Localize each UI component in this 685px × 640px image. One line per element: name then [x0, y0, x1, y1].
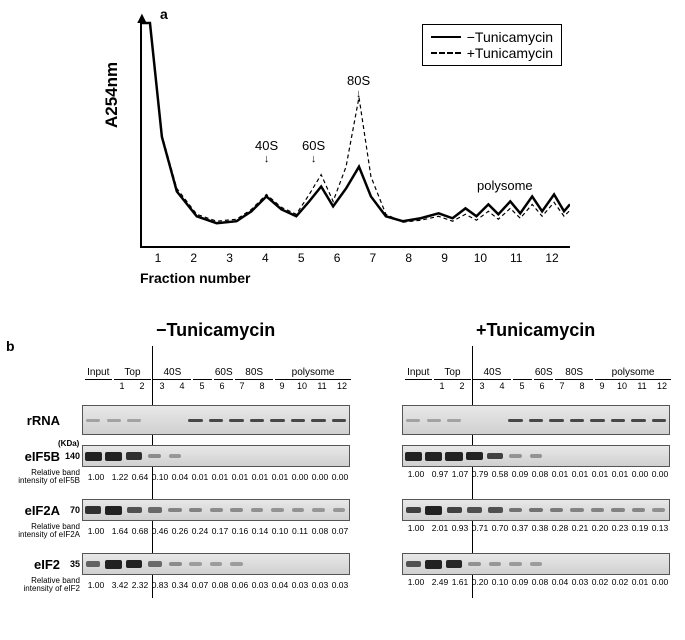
row-label-eIF5B: eIF5B: [6, 449, 64, 464]
row-rRNA: rRNA: [6, 405, 350, 435]
row-eIF2A: [326, 499, 670, 521]
legend-minus: −Tunicamycin: [431, 29, 553, 45]
peak-60S: 60S↓: [302, 138, 325, 165]
blot-eIF2-plus: [402, 553, 670, 575]
blot-rRNA-minus: [82, 405, 350, 435]
rel-label-eIF2: Relative band intensity of eIF2: [6, 577, 82, 593]
column-headers: InputTop40S60S80Spolysome: [84, 354, 352, 380]
rel-values-eIF2-minus: 1.003.422.320.830.340.070.080.060.030.04…: [82, 580, 350, 590]
row-eIF5B: eIF5B(KDa)140: [6, 445, 350, 467]
rel-values-eIF5B-minus: 1.001.220.640.100.040.010.010.010.010.01…: [82, 472, 350, 482]
rel-label-eIF5B: Relative band intensity of eIF5B: [6, 469, 82, 485]
row-label-eIF2A: eIF2A: [6, 503, 64, 518]
lane-numbers: 123456789101112: [404, 381, 672, 391]
gel-minus: InputTop40S60S80Spolysome123456789101112: [84, 354, 352, 391]
rel-label-eIF2A: Relative band intensity of eIF2A: [6, 523, 82, 539]
panel-b-label: b: [6, 338, 15, 354]
condition-plus-title: +Tunicamycin: [476, 320, 595, 341]
row-label-rRNA: rRNA: [6, 413, 64, 428]
peak-polysome: polysome: [477, 178, 533, 193]
chart-area: −Tunicamycin +Tunicamycin 40S↓ 60S↓ 80S↓ po…: [140, 18, 570, 248]
rel-values-eIF2-plus: 1.002.491.610.200.100.090.080.040.030.02…: [402, 577, 670, 587]
peak-80S: 80S↓: [347, 73, 370, 100]
column-headers: InputTop40S60S80Spolysome: [404, 354, 672, 380]
lane-numbers: 123456789101112: [84, 381, 352, 391]
blot-rRNA-plus: [402, 405, 670, 435]
chart-legend: −Tunicamycin +Tunicamycin: [422, 24, 562, 66]
y-axis-label: A254nm: [102, 62, 122, 128]
gel-plus: InputTop40S60S80Spolysome123456789101112: [404, 354, 672, 391]
panel-a: a ▲ A254nm −Tunicamycin +Tunicamycin 40S…: [90, 8, 590, 288]
blot-eIF5B-plus: [402, 445, 670, 467]
rel-values-eIF2A-plus: 1.002.010.930.710.700.370.380.280.210.20…: [402, 523, 670, 533]
row-label-eIF2: eIF2: [6, 557, 64, 572]
row-eIF2: eIF235: [6, 553, 350, 575]
row-eIF5B: [326, 445, 670, 467]
legend-plus: +Tunicamycin: [431, 45, 553, 61]
peak-40S: 40S↓: [255, 138, 278, 165]
x-axis-label: Fraction number: [140, 270, 250, 286]
row-eIF2: [326, 553, 670, 575]
condition-minus-title: −Tunicamycin: [156, 320, 275, 341]
blot-eIF2A-plus: [402, 499, 670, 521]
blot-eIF5B-minus: [82, 445, 350, 467]
rel-values-eIF5B-plus: 1.000.971.070.790.580.090.080.010.010.01…: [402, 469, 670, 479]
x-tick-labels: 123456789101112: [140, 251, 570, 265]
row-eIF2A: eIF2A70: [6, 499, 350, 521]
blot-eIF2-minus: [82, 553, 350, 575]
blot-eIF2A-minus: [82, 499, 350, 521]
row-rRNA: [326, 405, 670, 435]
rel-values-eIF2A-minus: 1.001.640.680.460.260.240.170.160.140.10…: [82, 526, 350, 536]
